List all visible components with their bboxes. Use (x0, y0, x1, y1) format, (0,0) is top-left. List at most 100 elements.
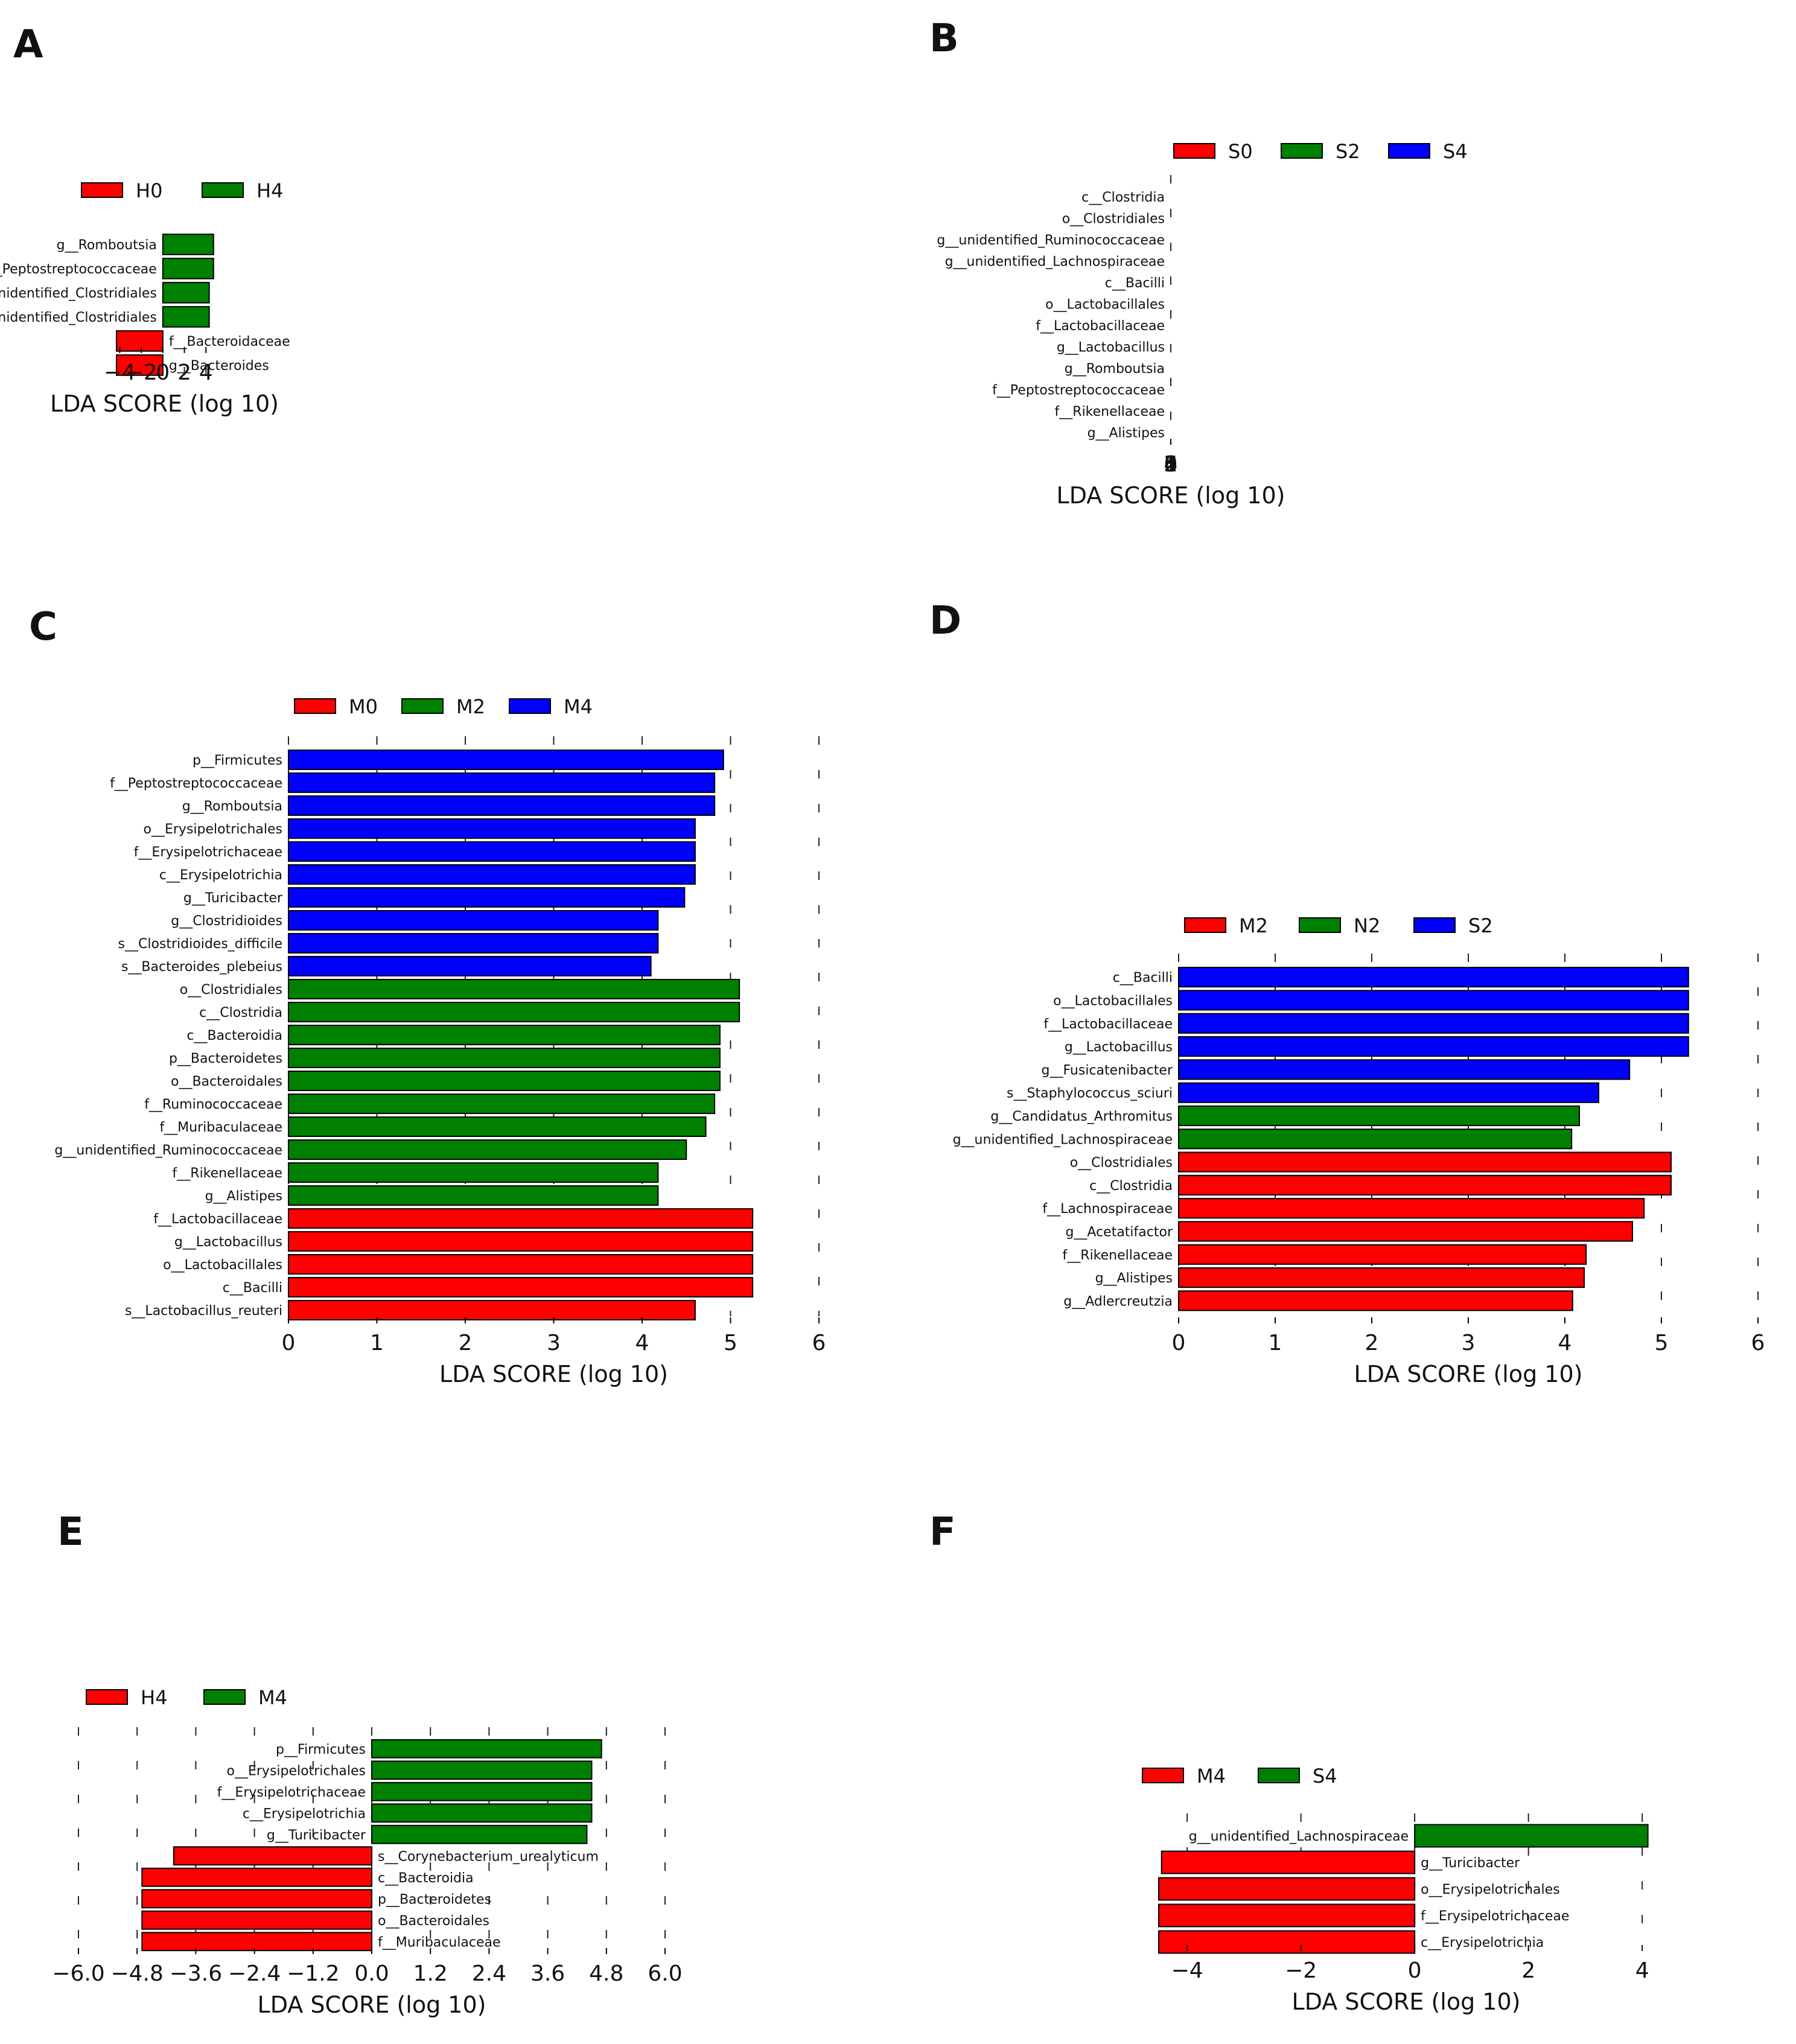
x-axis-label: LDA SCORE (log 10) (50, 390, 279, 417)
bar (1178, 1174, 1672, 1196)
bar-label: g__Romboutsia (57, 238, 157, 253)
legend-label: M4 (564, 695, 593, 718)
tick-label: −2 (1285, 1958, 1317, 1983)
bar (288, 933, 659, 954)
tick-label: 2 (177, 360, 191, 385)
legend-label: S0 (1228, 140, 1253, 163)
legend-swatch (203, 1689, 246, 1705)
tick-label: 0.0 (354, 1961, 389, 1986)
bar (288, 818, 696, 839)
bar (371, 1781, 593, 1801)
bar (1414, 1824, 1649, 1848)
bar-label: o__Lactobacillales (1045, 297, 1165, 312)
bar-label: g__Candidatus_Arthromitus (990, 1109, 1173, 1124)
bar (288, 956, 652, 976)
bar (288, 1277, 754, 1297)
tick-label: 4.8 (589, 1961, 623, 1986)
bar-label: f__Ruminococcaceae (144, 1097, 282, 1112)
bar-label: p__Firmicutes (276, 1742, 366, 1757)
tick-label: 1 (1164, 452, 1178, 477)
tick-label: 0 (1408, 1958, 1422, 1983)
panel-d: D M2 N2 S2 c__Bacilli o__Lactobacillales f__La… (929, 599, 1765, 1387)
bar-label: o__Erysipelotrichales (1421, 1882, 1559, 1897)
legend-swatch (1142, 1768, 1184, 1783)
bar-label: f__Bacteroidaceae (169, 334, 290, 349)
bar (288, 1139, 687, 1160)
bar (1178, 1013, 1689, 1034)
bar (371, 1739, 602, 1759)
bar (288, 1048, 721, 1068)
bar (288, 1208, 754, 1229)
tick-label: 5 (1164, 452, 1178, 477)
panel-letter: F (929, 1510, 956, 1555)
bar (288, 910, 659, 931)
bar-label: g__Turicibacter (183, 891, 283, 906)
tick-label: −6.0 (52, 1961, 104, 1986)
tick-label: 1.2 (413, 1961, 448, 1986)
legend-swatch (81, 182, 123, 198)
x-axis-label: LDA SCORE (log 10) (1292, 1988, 1521, 2015)
bar-label: o__Lactobacillales (1053, 993, 1173, 1008)
bar-label: s__Staphylococcus_sciuri (1007, 1086, 1173, 1101)
bar-label: f__Muribaculaceae (159, 1120, 282, 1135)
tick-label: 2.4 (472, 1961, 506, 1986)
bar (288, 795, 716, 816)
bar-label: c__Bacilli (1105, 276, 1165, 291)
bar-label: c__Bacteroidia (378, 1871, 474, 1886)
panel-a: A H0 H4 g__Romboutsia f__Peptostreptococcace… (0, 22, 290, 417)
legend-label: M2 (456, 695, 485, 718)
tick-label: 4 (635, 1331, 649, 1355)
bar (141, 1867, 373, 1887)
bar-label: g__Lactobacillus (1057, 340, 1165, 355)
bar-label: s__Corynebacterium_urealyticum (378, 1849, 599, 1864)
tick-label: 0 (1164, 452, 1178, 477)
bar-label: g__Alistipes (1095, 1271, 1173, 1286)
bar-label: g__unidentified_Ruminococcaceae (54, 1143, 282, 1158)
tick-label: −4 (104, 360, 136, 385)
bar-label: f__Peptostreptococcaceae (992, 383, 1165, 398)
panel-letter: E (57, 1510, 84, 1555)
bar-label: c__Clostridia (1089, 1179, 1173, 1194)
legend-swatch (1413, 917, 1456, 933)
legend-label: M2 (1239, 914, 1268, 937)
tick-label: 4 (1558, 1331, 1572, 1355)
bar-label: f__Peptostreptococcaceae (0, 262, 157, 277)
bar-label: g__Alistipes (205, 1189, 282, 1204)
tick-label: 0 (282, 1331, 296, 1355)
bar-label: p__Bacteroidetes (378, 1892, 491, 1907)
x-axis-label: LDA SCORE (log 10) (1057, 482, 1285, 509)
bar (1178, 1129, 1573, 1150)
bar (162, 234, 214, 255)
bar-label: o__Clostridiales (1070, 1156, 1173, 1171)
bar-label: f__Lactobacillaceae (153, 1212, 282, 1227)
bar (1161, 1850, 1416, 1874)
legend-swatch (509, 698, 551, 714)
bar-label: c__Bacteroidia (186, 1028, 282, 1043)
bar (288, 841, 696, 862)
bar-label: c__Erysipelotrichia (243, 1806, 366, 1821)
tick-label: 2 (1365, 1331, 1379, 1355)
bar-label: c__Bacilli (1113, 970, 1173, 985)
bar-label: o__Clostridiales (180, 982, 282, 998)
legend-label: H4 (256, 179, 283, 202)
tick-label: 4 (1635, 1958, 1649, 1983)
tick-label: 2 (1521, 1958, 1535, 1983)
tick-label: 5 (1655, 1331, 1669, 1355)
bar-label: g__Romboutsia (1065, 361, 1165, 377)
bar-label: o__Erysipelotrichales (144, 822, 282, 837)
panel-f: F M4 S4 g__unidentified_Lachnospiraceae g__T… (929, 1510, 1649, 2015)
bar-label: s__Clostridioides_difficile (118, 937, 282, 952)
legend-label: H0 (136, 179, 162, 202)
bar-label: g__unidentified_Ruminococcaceae (937, 233, 1165, 248)
bar-label: g__Lactobacillus (174, 1235, 282, 1250)
legend-swatch (1184, 917, 1226, 933)
tick-label: −2 (126, 360, 158, 385)
legend-swatch (1388, 143, 1430, 159)
bar-label: f__Rikenellaceae (173, 1166, 282, 1181)
bar (1178, 967, 1689, 988)
panel-letter: B (929, 16, 959, 61)
legend-swatch (86, 1689, 128, 1705)
tick-label: 3.6 (530, 1961, 565, 1986)
tick-label: 4 (199, 360, 213, 385)
